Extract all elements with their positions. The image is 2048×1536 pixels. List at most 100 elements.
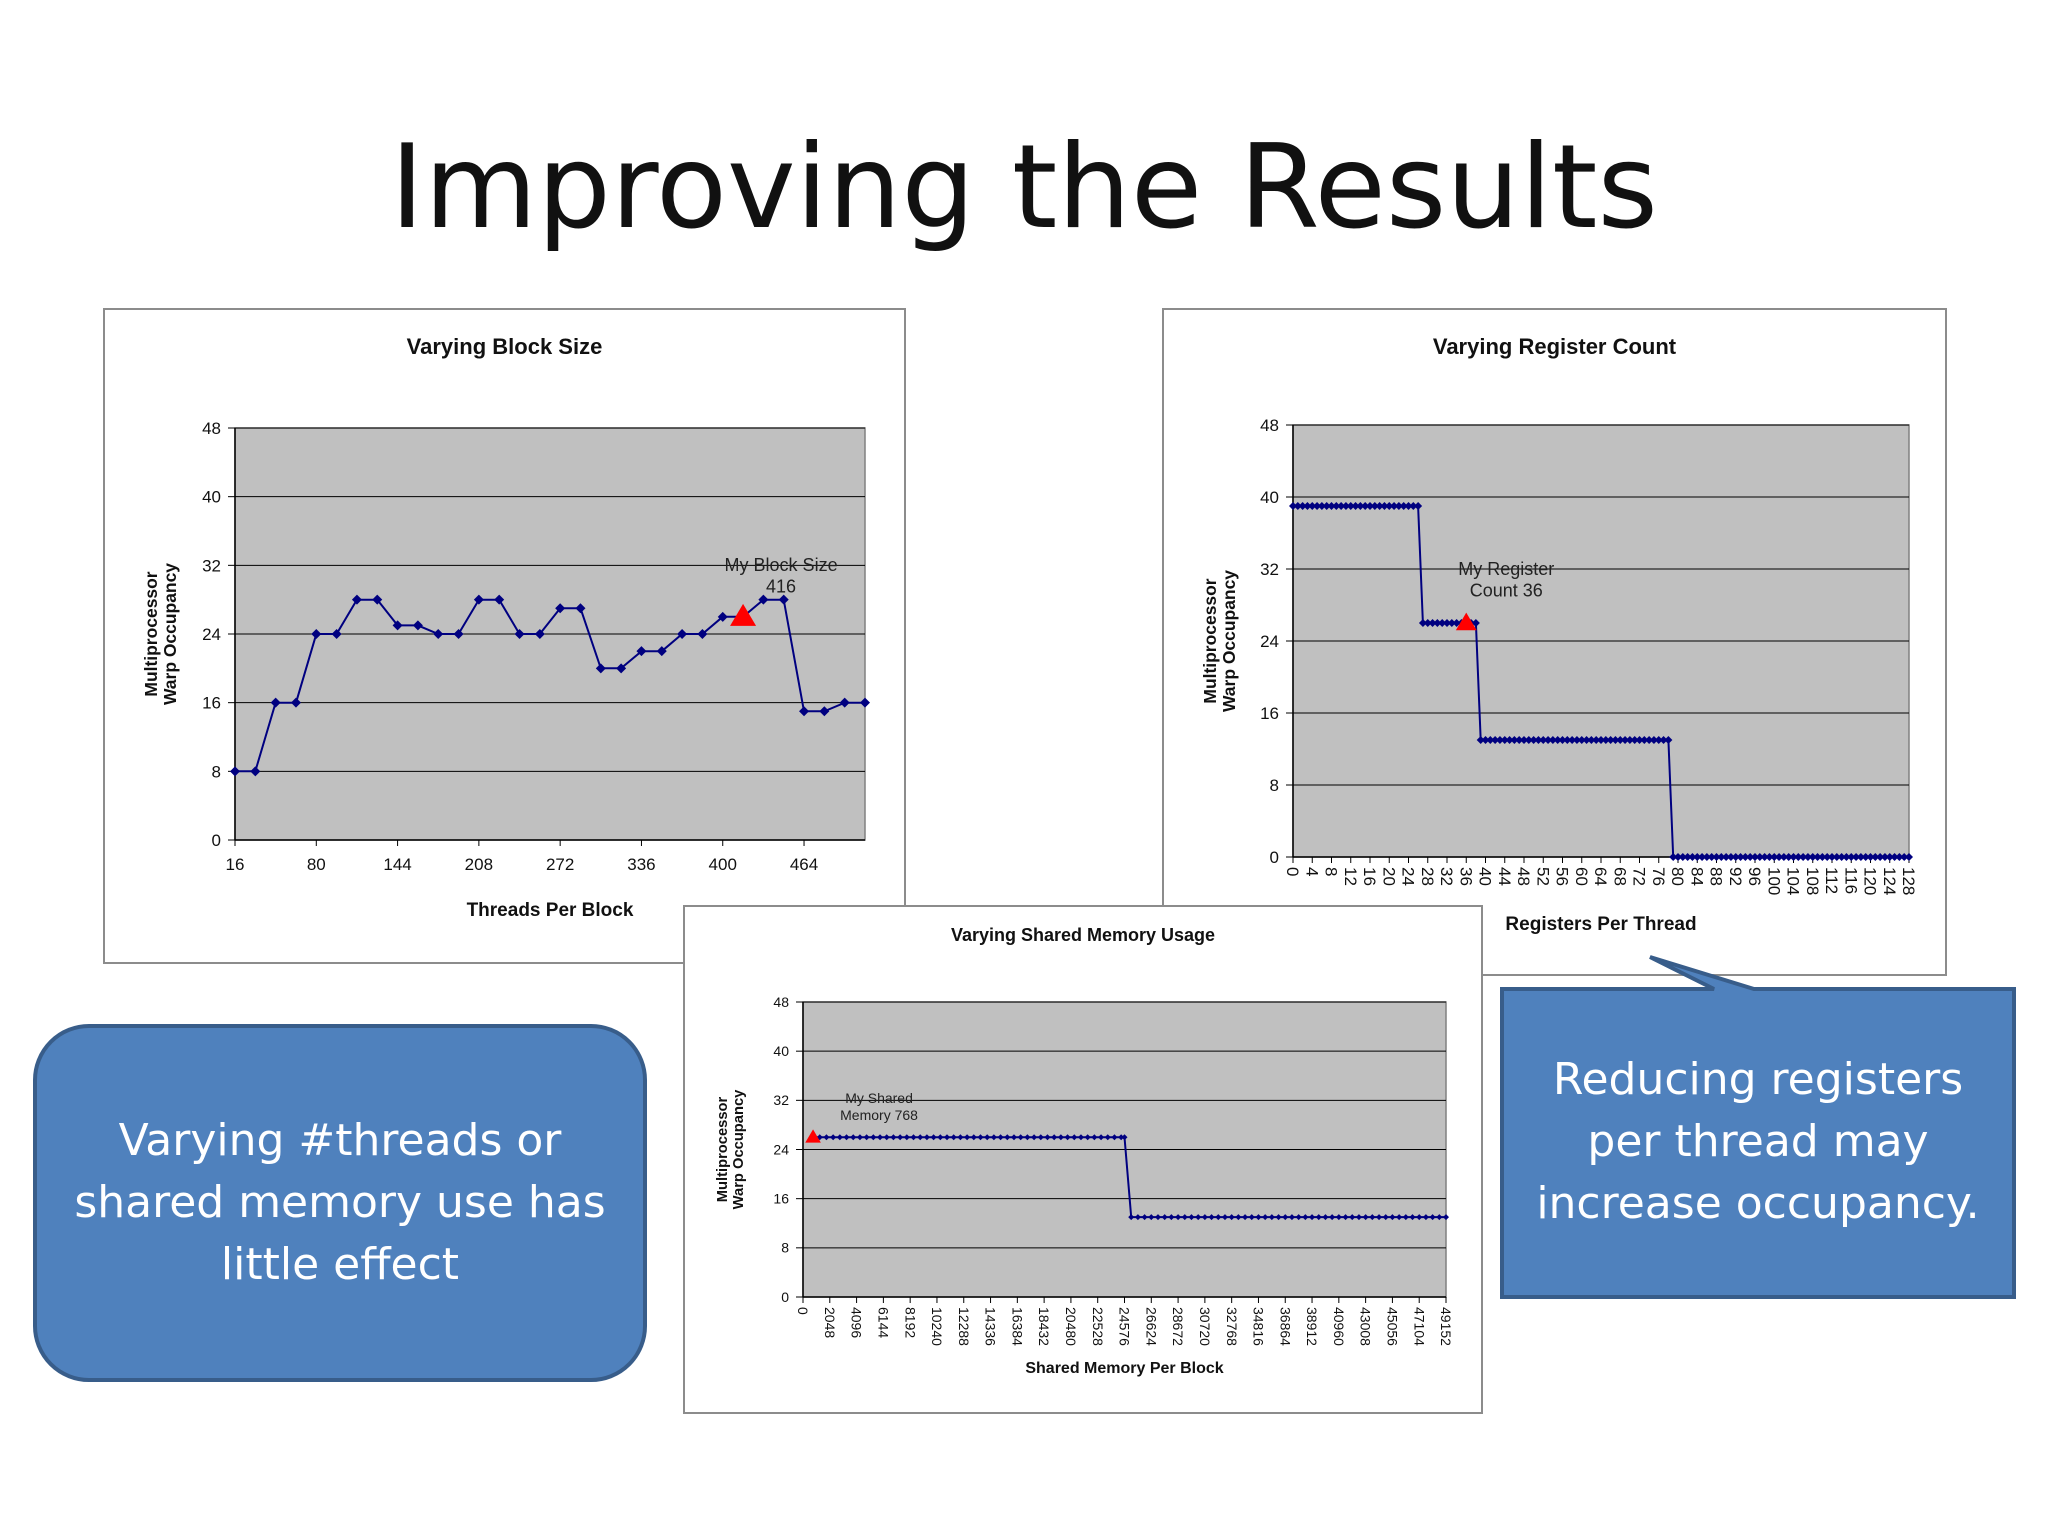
y-tick-label: 8 bbox=[781, 1240, 789, 1256]
data-point bbox=[1654, 736, 1663, 744]
data-point bbox=[830, 1134, 837, 1141]
data-point bbox=[910, 1134, 917, 1141]
data-point bbox=[1161, 1214, 1168, 1221]
data-point bbox=[270, 697, 281, 708]
data-point bbox=[453, 629, 464, 639]
data-point bbox=[1376, 1214, 1383, 1221]
data-point bbox=[311, 629, 322, 639]
data-point bbox=[1770, 853, 1779, 861]
data-point bbox=[964, 1134, 971, 1141]
callout-registers-shape bbox=[1500, 955, 2016, 1299]
x-tick-label: 0 bbox=[1283, 867, 1302, 876]
data-point bbox=[860, 697, 870, 708]
data-point bbox=[1813, 853, 1822, 861]
data-point bbox=[656, 646, 667, 657]
data-point bbox=[1601, 736, 1610, 744]
y-tick-label: 48 bbox=[202, 419, 221, 438]
x-tick-label: 22528 bbox=[1090, 1307, 1106, 1346]
x-tick-label: 84 bbox=[1687, 867, 1706, 886]
data-point bbox=[1568, 736, 1577, 744]
data-point bbox=[1837, 853, 1846, 861]
x-tick-label: 80 bbox=[307, 855, 326, 874]
x-tick-label: 2048 bbox=[822, 1307, 838, 1338]
x-tick-label: 14336 bbox=[983, 1307, 999, 1346]
data-point bbox=[1004, 1134, 1011, 1141]
data-point bbox=[903, 1134, 910, 1141]
data-point bbox=[717, 611, 728, 622]
data-point bbox=[1553, 736, 1562, 744]
x-tick-label: 116 bbox=[1841, 867, 1860, 894]
y-axis-label-line1: Multiprocessor bbox=[141, 571, 161, 696]
data-point bbox=[1288, 1214, 1295, 1221]
data-point bbox=[1248, 1214, 1255, 1221]
x-tick-label: 28 bbox=[1418, 867, 1437, 886]
data-point bbox=[1524, 736, 1533, 744]
data-point bbox=[1228, 1214, 1235, 1221]
data-point bbox=[1208, 1214, 1215, 1221]
data-point bbox=[1134, 1214, 1141, 1221]
data-point bbox=[1390, 502, 1399, 510]
data-point bbox=[819, 706, 830, 717]
data-point bbox=[1784, 853, 1793, 861]
data-point bbox=[1789, 853, 1798, 861]
x-tick-label: 60 bbox=[1572, 867, 1591, 886]
data-point bbox=[412, 620, 423, 631]
data-point bbox=[1282, 1214, 1289, 1221]
data-point bbox=[1355, 1214, 1362, 1221]
data-point bbox=[970, 1134, 977, 1141]
data-point bbox=[1823, 853, 1832, 861]
data-point bbox=[1842, 853, 1851, 861]
data-point bbox=[1017, 1134, 1024, 1141]
callout-threads-shared-memory: Varying #threads or shared memory use ha… bbox=[33, 1024, 647, 1382]
y-tick-label: 48 bbox=[773, 994, 789, 1010]
data-point bbox=[1342, 1214, 1349, 1221]
data-point bbox=[1394, 502, 1403, 510]
series-line bbox=[235, 598, 865, 773]
x-tick-label: 88 bbox=[1707, 867, 1726, 886]
x-tick-label: 40 bbox=[1476, 867, 1495, 886]
y-tick-label: 8 bbox=[1270, 776, 1279, 795]
x-tick-label: 16384 bbox=[1009, 1307, 1025, 1346]
y-axis-label-line2: Warp Occupancy bbox=[1219, 570, 1239, 712]
data-point bbox=[1736, 853, 1745, 861]
data-point bbox=[1693, 853, 1702, 861]
data-point bbox=[534, 629, 545, 639]
data-point bbox=[514, 629, 525, 639]
data-point bbox=[1389, 1214, 1396, 1221]
data-point bbox=[1659, 736, 1668, 744]
data-point bbox=[1071, 1134, 1078, 1141]
data-point bbox=[823, 1134, 830, 1141]
data-point bbox=[758, 594, 769, 605]
x-tick-label: 12 bbox=[1341, 867, 1360, 886]
data-point bbox=[494, 594, 505, 605]
data-point bbox=[1298, 502, 1307, 510]
x-tick-label: 112 bbox=[1822, 867, 1841, 894]
data-point bbox=[1731, 853, 1740, 861]
data-point bbox=[1031, 1134, 1038, 1141]
x-tick-label: 100 bbox=[1764, 867, 1783, 895]
data-point bbox=[1303, 502, 1312, 510]
data-point bbox=[1313, 502, 1322, 510]
data-point bbox=[1847, 853, 1856, 861]
data-point bbox=[1702, 853, 1711, 861]
data-point bbox=[1433, 619, 1442, 627]
data-point bbox=[1380, 502, 1389, 510]
data-point bbox=[1597, 736, 1605, 744]
data-point bbox=[1808, 853, 1817, 861]
y-tick-label: 48 bbox=[1260, 416, 1279, 435]
x-tick-label: 34816 bbox=[1251, 1307, 1267, 1346]
data-point bbox=[1201, 1214, 1208, 1221]
data-point bbox=[1051, 1134, 1058, 1141]
data-point bbox=[1534, 736, 1543, 744]
data-point bbox=[1630, 736, 1639, 744]
data-point bbox=[799, 706, 810, 717]
x-tick-label: 128 bbox=[1899, 867, 1918, 895]
x-tick-label: 104 bbox=[1784, 867, 1803, 895]
y-axis-label-line2: Warp Occupancy bbox=[731, 1089, 747, 1210]
x-tick-label: 44 bbox=[1495, 867, 1514, 886]
y-tick-label: 8 bbox=[212, 762, 221, 781]
data-point bbox=[1635, 736, 1644, 744]
data-point bbox=[1717, 853, 1726, 861]
x-tick-label: 8 bbox=[1322, 867, 1341, 876]
